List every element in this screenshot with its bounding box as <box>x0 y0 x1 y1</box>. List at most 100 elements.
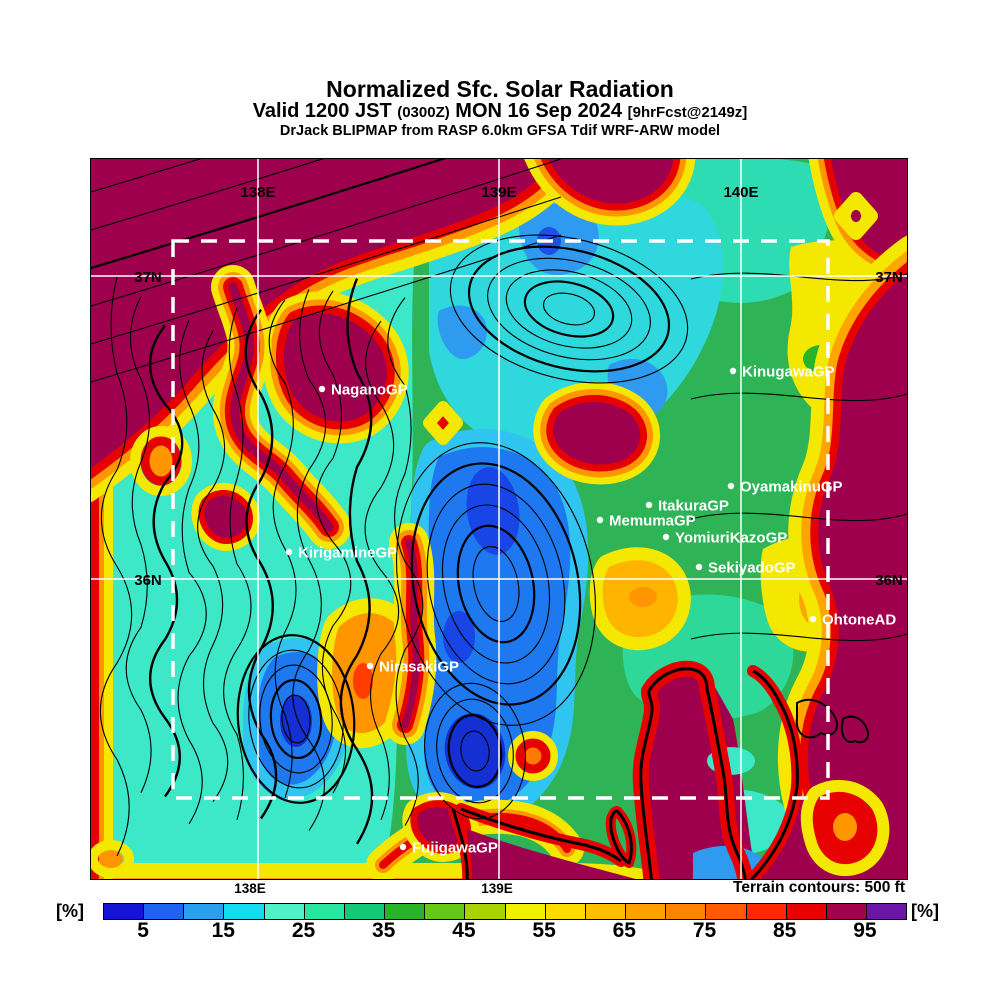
colorbar-segment <box>746 904 787 919</box>
colorbar-segment <box>505 904 546 919</box>
unit-label-right: [%] <box>911 901 939 921</box>
contour-ring <box>447 714 503 788</box>
contour-ring <box>410 462 582 706</box>
contour-line <box>292 289 327 831</box>
station-label: ItakuraGP <box>658 498 729 515</box>
radiation-map-svg: 138E 139E 140E 37N 37N 36N 36N NaganoGP Kinugawa… <box>91 159 907 879</box>
radiation-region <box>401 539 420 729</box>
contour-line <box>315 290 352 794</box>
contour-line <box>148 324 184 798</box>
colorbar-tick-label: 75 <box>692 919 717 942</box>
contour-line <box>268 299 297 799</box>
contour-line <box>690 272 907 282</box>
colorbar-segment <box>585 904 627 919</box>
contour-line <box>690 512 907 522</box>
coastline <box>451 808 469 879</box>
radiation-region <box>423 401 463 445</box>
coastline <box>609 809 633 865</box>
station-label: KinugawaGP <box>742 364 835 381</box>
meridian-label: 138E <box>240 184 275 201</box>
colorbar-tick-label: 45 <box>452 919 476 942</box>
station-marker <box>318 385 326 393</box>
radiation-map: 138E 139E 140E 37N 37N 36N 36N NaganoGP Kinugawa… <box>90 158 908 880</box>
radiation-region <box>91 840 134 878</box>
parallel-label: 36N <box>875 572 903 589</box>
colorbar-segment <box>866 904 907 919</box>
contour-ring <box>505 269 633 349</box>
contour-line <box>91 159 325 231</box>
radiation-region <box>91 159 554 469</box>
station-marker <box>285 548 293 556</box>
radiation-region <box>99 850 123 868</box>
lake-outline <box>841 715 869 744</box>
colorbar-segment <box>666 904 707 919</box>
colorbar-tick-label: 5 <box>137 919 149 942</box>
station-label: NaganoGP <box>331 382 408 399</box>
domain-box <box>171 239 830 800</box>
colorbar-segment <box>344 904 386 919</box>
contour-line <box>244 308 278 820</box>
colorbar-segment <box>184 904 225 919</box>
colorbar-segment <box>385 904 426 919</box>
valid-time-zulu: (0300Z) <box>397 104 450 121</box>
contour-ring <box>269 678 323 760</box>
valid-time-main: Valid 1200 JST <box>252 100 398 122</box>
station-marker <box>695 563 703 571</box>
colorbar-tick-label: 85 <box>773 919 797 942</box>
contour-ring <box>460 730 490 772</box>
bottom-coordinate-label: 138E <box>234 881 266 896</box>
valid-date: MON 16 Sep 2024 <box>449 100 628 122</box>
contour-line <box>339 278 374 845</box>
bottom-coordinate-label: 139E <box>481 881 513 896</box>
station-marker <box>729 367 737 375</box>
contour-ring <box>456 524 536 644</box>
station-label: KirigamineGP <box>298 545 397 562</box>
contour-ring <box>259 664 333 774</box>
terrain-contours-note: Terrain contours: 500 ft <box>733 879 905 896</box>
radiation-region <box>228 282 334 532</box>
contour-line <box>91 159 562 307</box>
colorbar-tick-label: 25 <box>291 919 316 942</box>
radiation-region <box>444 713 506 789</box>
coastline <box>639 667 747 879</box>
radiation-region <box>807 272 907 879</box>
contour-ring <box>436 698 514 804</box>
latlon-grid: 138E 139E 140E 37N 37N 36N 36N <box>91 159 907 879</box>
radiation-region <box>553 401 641 465</box>
colorbar <box>103 903 907 920</box>
contour-ring <box>426 483 566 685</box>
contour-ring <box>236 634 356 804</box>
contour-line <box>690 392 907 402</box>
contour-line <box>197 330 229 803</box>
colorbar-segment <box>786 904 827 919</box>
contour-line <box>177 320 207 825</box>
parallel-label: 36N <box>134 572 162 589</box>
page-title: Normalized Sfc. Solar Radiation <box>326 76 674 102</box>
colorbar-segment <box>706 904 747 919</box>
coastline <box>460 807 622 863</box>
radiation-region <box>437 305 487 360</box>
station-marker <box>727 482 735 490</box>
contour-line <box>364 320 400 821</box>
coastline <box>749 669 799 879</box>
radiation-region <box>283 313 387 422</box>
station-marker <box>662 533 670 541</box>
contour-line <box>91 234 562 383</box>
contour-line <box>387 297 424 826</box>
contour-ring <box>248 649 344 789</box>
colorbar-segment <box>465 904 506 919</box>
radiation-region <box>851 210 861 222</box>
stations: NaganoGP KinugawaGP OyamakinuGP ItakuraGPMe… <box>285 364 896 857</box>
colorbar-segment <box>144 904 185 919</box>
contour-ring <box>523 280 615 338</box>
radiation-region <box>515 738 551 774</box>
contour-ring <box>487 257 651 361</box>
colorbar-tick-label: 55 <box>532 919 556 942</box>
contour-ring <box>441 504 551 664</box>
contour-line <box>125 296 152 793</box>
colorbar-tick-label: 95 <box>853 919 877 942</box>
colorbar-segment <box>545 904 586 919</box>
station-marker <box>399 843 407 851</box>
station-label: YomiuriKazoGP <box>675 530 787 547</box>
